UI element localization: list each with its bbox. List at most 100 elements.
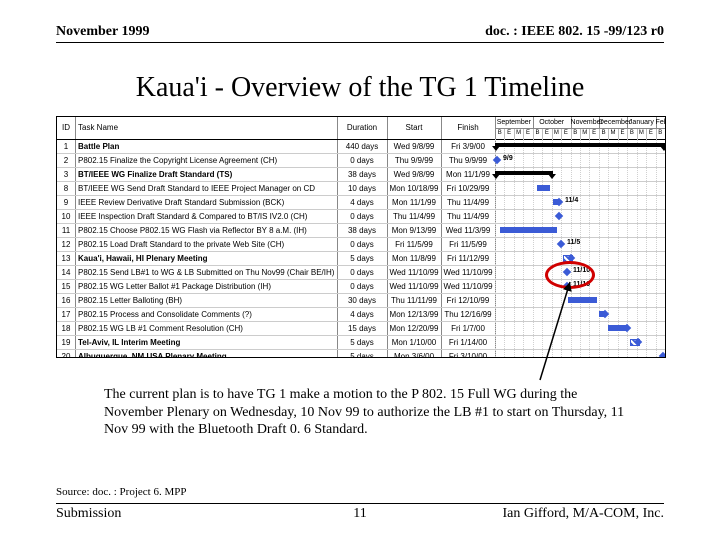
row-finish: Thu 12/16/99 [441,309,495,320]
row-start: Mon 9/13/99 [387,225,441,236]
slide-note: The current plan is to have TG 1 make a … [104,386,632,439]
row-duration: 0 days [337,267,387,278]
month-label: Feb. [656,117,666,128]
row-start: Thu 9/9/99 [387,155,441,166]
row-start: Fri 11/5/99 [387,239,441,250]
row-task: P802.15 Finalize the Copyright License A… [78,155,334,166]
row-start: Wed 9/8/99 [387,169,441,180]
row-start: Thu 11/4/99 [387,211,441,222]
task-bar [568,297,597,303]
row-finish: Thu 9/9/99 [441,155,495,166]
row-duration: 5 days [337,337,387,348]
row-duration: 38 days [337,169,387,180]
row-start: Wed 9/8/99 [387,141,441,152]
row-finish: Fri 12/10/99 [441,295,495,306]
row-id: 10 [57,211,75,222]
row-task: P802.15 Process and Consolidate Comments… [78,309,334,320]
row-duration: 0 days [337,211,387,222]
row-id: 2 [57,155,75,166]
week-label: B [656,128,666,139]
row-task: Albuquerque, NM USA Plenary Meeting [78,351,334,358]
month-label: January [627,117,656,128]
row-task: IEEE Review Derivative Draft Standard Su… [78,197,334,208]
row-start: Wed 11/10/99 [387,267,441,278]
task-bar [537,185,550,191]
row-duration: 4 days [337,309,387,320]
row-id: 14 [57,267,75,278]
summary-bar [495,143,665,147]
row-id: 1 [57,141,75,152]
row-id: 16 [57,295,75,306]
row-finish: Wed 11/3/99 [441,225,495,236]
row-start: Mon 10/18/99 [387,183,441,194]
row-finish: Fri 1/14/00 [441,337,495,348]
row-id: 13 [57,253,75,264]
row-task: P802.15 Choose P802.15 WG Flash via Refl… [78,225,334,236]
row-task: Tel-Aviv, IL Interim Meeting [78,337,334,348]
row-start: Mon 3/6/00 [387,351,441,358]
row-task: P802.15 Letter Balloting (BH) [78,295,334,306]
row-duration: 38 days [337,225,387,236]
milestone-label: 11/4 [565,197,578,204]
row-finish: Thu 11/4/99 [441,211,495,222]
row-task: BT/IEEE WG Finalize Draft Standard (TS) [78,169,334,180]
header-rule [56,42,664,43]
milestone-label: 11/10 [573,281,590,288]
gantt-chart: IDTask NameDurationStartFinishSeptemberB… [56,116,666,358]
summary-bar [495,171,553,175]
col-task: Task Name [78,122,334,133]
row-finish: Fri 3/9/00 [441,141,495,152]
row-start: Mon 12/20/99 [387,323,441,334]
row-task: P802.15 Send LB#1 to WG & LB Submitted o… [78,267,334,278]
row-finish: Fri 10/29/99 [441,183,495,194]
row-start: Thu 11/11/99 [387,295,441,306]
row-finish: Fri 1/7/00 [441,323,495,334]
footer-author: Ian Gifford, M/A-COM, Inc. [503,506,665,522]
row-id: 19 [57,337,75,348]
row-task: IEEE Inspection Draft Standard & Compare… [78,211,334,222]
row-start: Mon 11/8/99 [387,253,441,264]
row-duration: 10 days [337,183,387,194]
row-duration: 0 days [337,239,387,250]
header-date: November 1999 [56,24,149,40]
milestone-label: 9/9 [503,155,513,162]
row-task: P802.15 WG Letter Ballot #1 Package Dist… [78,281,334,292]
row-duration: 0 days [337,281,387,292]
row-finish: Fri 11/5/99 [441,239,495,250]
col-id: ID [57,122,75,133]
row-duration: 4 days [337,197,387,208]
row-duration: 5 days [337,351,387,358]
row-task: P802.15 Load Draft Standard to the priva… [78,239,334,250]
row-id: 11 [57,225,75,236]
month-label: October [533,117,572,128]
milestone-label: 11/5 [567,239,580,246]
row-duration: 0 days [337,155,387,166]
row-finish: Thu 11/4/99 [441,197,495,208]
row-start: Mon 1/10/00 [387,337,441,348]
row-duration: 440 days [337,141,387,152]
row-duration: 30 days [337,295,387,306]
row-id: 9 [57,197,75,208]
row-duration: 5 days [337,253,387,264]
row-start: Mon 11/1/99 [387,197,441,208]
col-start: Start [387,122,441,133]
footer-source: Source: doc. : Project 6. MPP [56,486,186,498]
row-finish: Mon 11/1/99 [441,169,495,180]
row-finish: Fri 3/10/00 [441,351,495,358]
row-finish: Wed 11/10/99 [441,267,495,278]
task-bar [500,227,557,233]
row-duration: 15 days [337,323,387,334]
row-task: Battle Plan [78,141,334,152]
month-label: November [571,117,600,128]
row-id: 8 [57,183,75,194]
row-id: 20 [57,351,75,358]
row-id: 12 [57,239,75,250]
row-id: 15 [57,281,75,292]
row-start: Mon 12/13/99 [387,309,441,320]
col-duration: Duration [337,122,387,133]
col-finish: Finish [441,122,495,133]
milestone-label: 11/10 [573,267,590,274]
slide: November 1999 doc. : IEEE 802. 15 -99/12… [0,0,720,540]
row-finish: Fri 11/12/99 [441,253,495,264]
row-id: 17 [57,309,75,320]
